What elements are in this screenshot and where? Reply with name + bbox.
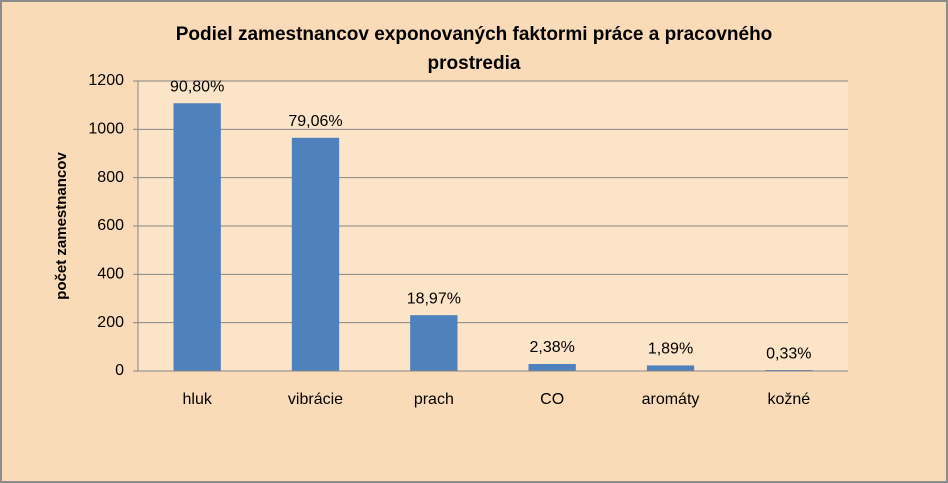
- y-tick-label: 1200: [88, 72, 124, 89]
- y-tick-label: 1000: [88, 121, 124, 138]
- bar: [173, 103, 221, 371]
- y-tick-label: 0: [115, 362, 124, 379]
- x-tick-label: kožné: [767, 391, 810, 408]
- bar: [528, 363, 576, 371]
- chart-title: Podiel zamestnancov exponovaných faktorm…: [175, 24, 773, 74]
- value-label: 1,89%: [648, 341, 693, 358]
- value-label: 90,80%: [170, 78, 224, 95]
- y-tick-label: 600: [97, 217, 124, 234]
- y-tick-label: 200: [97, 314, 124, 331]
- value-label: 2,38%: [529, 339, 574, 356]
- bar: [410, 315, 458, 371]
- bar: [291, 137, 340, 371]
- y-tick-label: 400: [97, 266, 124, 283]
- x-tick-label: aromáty: [642, 391, 700, 408]
- x-tick-label: vibrácie: [288, 391, 343, 408]
- x-tick-label: CO: [540, 391, 564, 408]
- x-tick-label: hluk: [182, 391, 212, 408]
- y-axis-label: počet zamestnancov: [53, 152, 70, 300]
- x-tick-label: prach: [414, 391, 454, 408]
- value-label: 0,33%: [766, 345, 811, 362]
- value-label: 79,06%: [288, 113, 342, 130]
- value-label: 18,97%: [407, 290, 461, 307]
- y-tick-label: 800: [97, 169, 124, 186]
- bar: [646, 365, 695, 371]
